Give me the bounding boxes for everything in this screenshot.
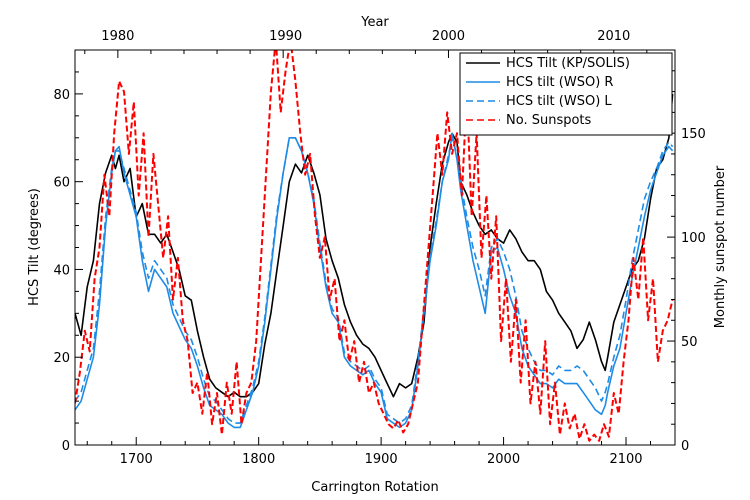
series-layer: [75, 50, 674, 442]
legend-label-0: HCS Tilt (KP/SOLIS): [506, 56, 630, 71]
x-tick-label: 2000: [487, 452, 520, 467]
ticks-layer: 1700 1800 1900 2000 2100 1980 1990 2000 2010 0 20 4…: [53, 29, 705, 467]
legend: HCS Tilt (KP/SOLIS) HCS tilt (WSO) R HCS t…: [459, 52, 673, 136]
top-tick-label: 2010: [597, 29, 630, 44]
y-tick-label: 60: [53, 176, 70, 191]
top-tick-label: 1990: [269, 29, 302, 44]
x-tick-label: 1800: [242, 452, 275, 467]
y-tick-label: 80: [53, 88, 70, 103]
x-tick-label: 1900: [365, 452, 398, 467]
top-tick-label: 2000: [432, 29, 465, 44]
x-axis-label: Carrington Rotation: [311, 480, 438, 495]
y-tick-label: 40: [53, 263, 70, 278]
legend-label-1: HCS tilt (WSO) R: [506, 75, 613, 90]
y-tick-label: 20: [53, 351, 70, 366]
y2-tick-label: 0: [681, 439, 689, 454]
y2-tick-label: 50: [681, 335, 698, 350]
series-line-0: [75, 93, 674, 398]
y-axis-label: HCS Tilt (degrees): [27, 188, 42, 306]
legend-label-2: HCS tilt (WSO) L: [506, 94, 612, 109]
series-line-2: [75, 137, 674, 424]
y2-tick-label: 150: [681, 127, 706, 142]
series-line-3: [75, 50, 674, 442]
x-tick-label: 1700: [120, 452, 153, 467]
y2-axis-label: Monthly sunspot number: [713, 165, 728, 328]
x-tick-label: 2100: [609, 452, 642, 467]
y2-tick-label: 100: [681, 231, 706, 246]
legend-label-3: No. Sunspots: [506, 113, 592, 128]
legend-box: [459, 52, 673, 136]
series-line-1: [75, 132, 674, 429]
y-tick-label: 0: [62, 439, 70, 454]
top-tick-label: 1980: [101, 29, 134, 44]
top-axis-label: Year: [360, 15, 389, 30]
